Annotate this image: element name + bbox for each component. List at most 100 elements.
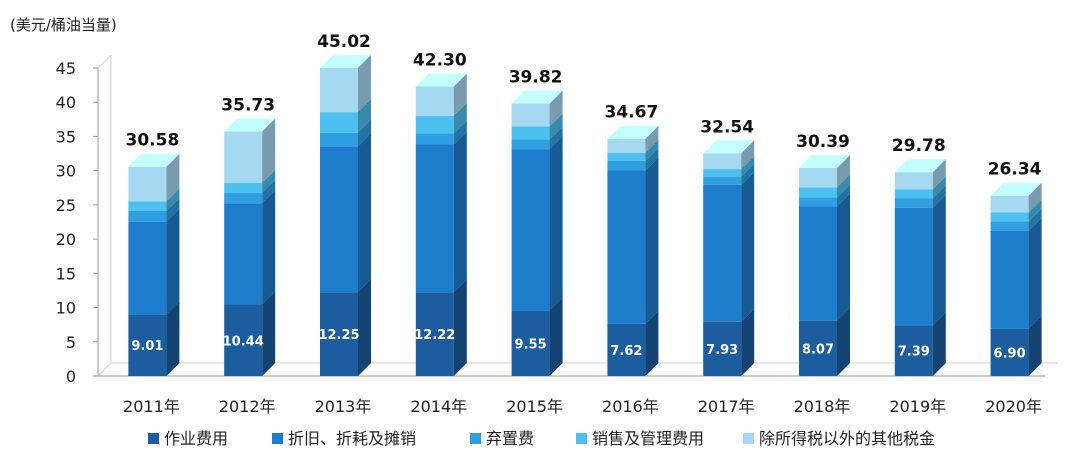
bar-segment-front	[320, 112, 358, 133]
bar-segment-front	[320, 67, 358, 113]
base-value-label: 9.55	[515, 337, 547, 352]
bar-segment-side	[837, 307, 850, 376]
bar-segment-side	[1028, 199, 1042, 222]
bar-stack	[990, 182, 1042, 376]
legend-item: 折旧、折耗及摊销	[272, 429, 416, 448]
bar-segment-front	[607, 138, 646, 153]
bar-segment-side	[645, 139, 659, 161]
bar-top-face	[799, 154, 850, 168]
bar-segment-side	[645, 157, 659, 324]
bar-segment-side	[262, 169, 276, 193]
total-value-label: 26.34	[988, 160, 1042, 180]
legend-label: 除所得税以外的其他税金	[759, 429, 935, 448]
bar-segment-side	[1028, 217, 1042, 329]
legend-item: 除所得税以外的其他税金	[743, 429, 935, 448]
total-value-label: 39.82	[509, 67, 563, 87]
bar-segment-front	[415, 115, 454, 134]
bar-segment-side	[358, 133, 371, 293]
unit-label: (美元/桶油当量)	[10, 16, 117, 34]
bar-segment-side	[837, 154, 850, 188]
legend-item: 弃置费	[470, 429, 534, 448]
bar-segment-side	[645, 147, 659, 171]
bar-segment-side	[932, 185, 946, 208]
bar-top-face	[894, 159, 946, 173]
bar-segment-side	[262, 291, 276, 376]
bar-segment-front	[511, 149, 550, 311]
bar-stack	[224, 118, 276, 376]
legend-swatch	[576, 433, 587, 444]
bar-segment-side	[741, 171, 755, 322]
bar-segment-side	[645, 310, 659, 376]
legend-item: 作业费用	[148, 429, 228, 448]
bar-segment-side	[453, 131, 467, 293]
labels-group: 9.01 30.58 2011年 10.44 35.73 2012年 12.25 45.02 2…	[123, 32, 1042, 416]
y-tick-label: 40	[56, 93, 76, 112]
bar-segment-front	[894, 325, 933, 376]
bar-segment-front	[224, 203, 263, 305]
bars-group	[128, 54, 1042, 376]
bar-segment-front	[799, 197, 837, 207]
legend-label: 作业费用	[164, 429, 228, 448]
bar-stack	[607, 125, 659, 376]
base-value-label: 6.90	[994, 346, 1026, 361]
x-tick-label: 2019年	[889, 397, 946, 416]
bar-segment-front	[894, 207, 933, 326]
bar-segment-front	[415, 144, 454, 293]
x-tick-label: 2020年	[985, 397, 1042, 416]
total-value-label: 30.39	[796, 132, 850, 152]
legend-label: 折旧、折耗及摊销	[288, 429, 416, 448]
bar-segment-front	[224, 182, 263, 193]
bar-segment-front	[799, 320, 837, 376]
y-tick-label: 35	[56, 127, 76, 146]
bar-segment-side	[549, 297, 563, 376]
bar-segment-side	[262, 179, 276, 204]
bar-segment-side	[262, 118, 276, 183]
base-value-label: 7.39	[898, 345, 930, 360]
y-tick-label: 30	[56, 162, 76, 181]
bar-segment-side	[932, 176, 946, 199]
y-tick-label: 10	[56, 299, 76, 318]
base-value-label: 10.44	[223, 334, 264, 349]
bar-segment-front	[990, 230, 1029, 329]
bar-segment-side	[358, 119, 371, 147]
bar-segment-side	[358, 54, 371, 113]
bar-segment-side	[837, 174, 850, 198]
bar-segment-side	[453, 73, 467, 116]
bar-segment-front	[990, 328, 1029, 376]
x-tick-label: 2016年	[602, 397, 659, 416]
bar-segment-side	[453, 279, 467, 376]
bar-segment-side	[549, 126, 563, 150]
y-tick-label: 15	[56, 264, 76, 283]
total-value-label: 34.67	[605, 103, 659, 123]
total-value-label: 42.30	[413, 50, 467, 70]
x-tick-label: 2012年	[219, 397, 276, 416]
bar-segment-side	[262, 190, 276, 305]
bar-segment-side	[1028, 182, 1042, 213]
base-value-label: 7.62	[610, 344, 642, 359]
bar-segment-front	[894, 189, 933, 199]
base-value-label: 8.07	[802, 342, 834, 357]
total-value-label: 29.78	[892, 136, 946, 156]
bar-stack	[415, 73, 467, 376]
bar-segment-side	[549, 136, 563, 311]
bar-top-face	[224, 118, 276, 132]
bar-segment-side	[453, 102, 467, 134]
y-tick-label: 25	[56, 196, 76, 215]
legend-swatch	[470, 433, 481, 444]
x-tick-label: 2018年	[794, 397, 851, 416]
bar-segment-side	[358, 99, 371, 133]
bar-top-face	[511, 90, 563, 104]
bar-segment-front	[511, 310, 550, 376]
bar-segment-front	[320, 292, 358, 376]
x-tick-label: 2013年	[315, 397, 372, 416]
bar-segment-front	[224, 192, 263, 204]
total-value-label: 32.54	[700, 117, 754, 137]
bar-segment-front	[990, 221, 1029, 231]
bar-top-face	[990, 182, 1042, 196]
bar-segment-front	[799, 206, 837, 321]
x-tick-label: 2014年	[410, 397, 467, 416]
x-tick-label: 2011年	[123, 397, 180, 416]
base-value-label: 12.25	[318, 328, 359, 343]
bar-segment-front	[224, 131, 263, 183]
